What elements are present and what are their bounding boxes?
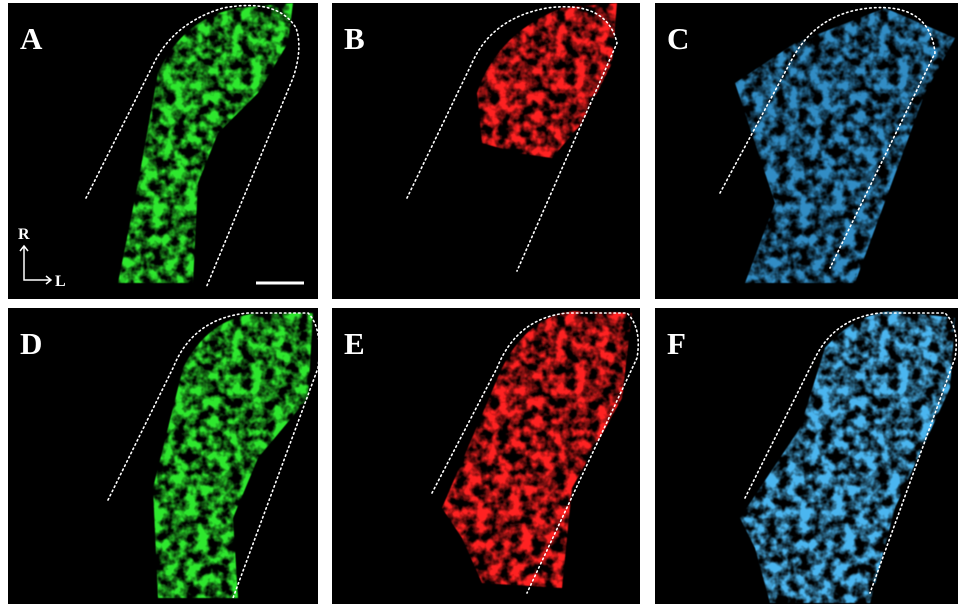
panel: E <box>332 308 640 605</box>
panel: B <box>332 3 640 299</box>
panel-label: F <box>667 326 686 361</box>
panel-label: D <box>20 326 42 361</box>
panel: C <box>655 3 958 299</box>
panel: F <box>655 308 958 605</box>
panel: D <box>8 308 319 605</box>
panel-label: E <box>344 326 365 361</box>
panel-label: B <box>344 21 365 56</box>
panel-label: A <box>20 21 43 56</box>
orientation-label: L <box>55 273 66 290</box>
panel: A R L <box>8 3 318 299</box>
figure: A R L B C D E F <box>0 0 961 607</box>
panel-label: C <box>667 21 689 56</box>
orientation-label: R <box>18 226 30 243</box>
